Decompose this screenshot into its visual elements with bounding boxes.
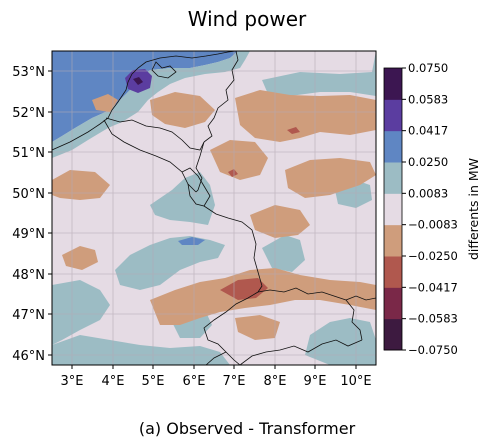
border-fr-south — [205, 351, 227, 365]
x-tick-label: 9°E — [304, 374, 327, 389]
border-lux — [181, 167, 211, 207]
colorbar-tick-label: 0.0583 — [408, 92, 448, 106]
colorbar-frame — [383, 67, 403, 351]
tan-patch-center — [210, 140, 268, 180]
dark-purple-core — [133, 77, 143, 85]
blue-small-patch-center — [178, 237, 205, 245]
colorbar-tick-label: −0.0750 — [408, 343, 458, 357]
x-tick-label: 8°E — [264, 374, 287, 389]
border-de-at — [345, 295, 376, 301]
y-tick-label: 48°N — [12, 268, 45, 283]
y-tick-label: 46°N — [12, 349, 45, 364]
colorbar-segment — [384, 68, 402, 100]
border-fr-ch — [203, 291, 259, 365]
colorbar-label: differents in MW — [466, 158, 481, 260]
x-axis: 3°E 4°E 5°E 6°E 7°E 8°E 9°E 10°E — [61, 365, 372, 389]
border-nl-de — [203, 51, 239, 143]
teal-patch-southeast — [305, 318, 376, 365]
colorbar-tick-label: −0.0250 — [408, 249, 458, 263]
colorbar-segment — [384, 287, 402, 320]
teal-patch-east-mid — [262, 235, 305, 272]
y-tick-label: 49°N — [12, 227, 45, 242]
y-tick-label: 47°N — [12, 308, 45, 323]
x-tick-label: 10°E — [340, 374, 371, 389]
teal-patch-central — [115, 236, 225, 290]
chart-title: Wind power — [188, 7, 307, 31]
colorbar-tick-label: −0.0417 — [408, 280, 458, 294]
border-nl-be — [105, 117, 205, 151]
border-be-fr — [103, 119, 197, 193]
teal-patch-belgium — [150, 172, 215, 225]
border-de-ch — [257, 287, 347, 301]
y-tick-label: 51°N — [12, 146, 45, 161]
north-sea-blue-region — [52, 51, 238, 142]
red-patch-south — [220, 278, 268, 300]
tan-patch-southeast — [235, 315, 280, 340]
y-axis: 53°N 52°N 51°N 50°N 49°N 48°N 47°N 46°N — [12, 65, 52, 364]
x-tick-label: 6°E — [183, 374, 206, 389]
colorbar-tick-label: 0.0250 — [408, 155, 448, 169]
tan-band-south — [150, 268, 376, 325]
y-tick-label: 53°N — [12, 65, 45, 80]
tan-patch-northeast — [235, 90, 376, 142]
border-ch-it — [239, 339, 363, 365]
colorbar-tick-label: −0.0583 — [408, 312, 458, 326]
tan-patch-southwest — [62, 246, 98, 270]
colorbar-segment — [384, 99, 402, 132]
colorbar-tick-label: 0.0083 — [408, 186, 448, 200]
red-patch-small-north — [287, 127, 300, 134]
plot-frame — [51, 50, 377, 366]
positive-regions — [52, 51, 376, 365]
teal-band-south — [52, 280, 110, 345]
colorbar-segment — [384, 256, 402, 288]
y-tick-label: 50°N — [12, 187, 45, 202]
figure-caption: (a) Observed - Transformer — [139, 419, 356, 438]
colorbar: 0.0750 0.0583 0.0417 0.0250 0.0083 −0.0083 −0.… — [383, 61, 458, 357]
x-tick-label: 3°E — [61, 374, 84, 389]
border-be-de-lux — [195, 141, 205, 193]
borders — [52, 51, 376, 365]
border-ch-at — [345, 299, 363, 341]
gridlines — [52, 51, 376, 365]
colorbar-tick-label: 0.0750 — [408, 61, 448, 75]
tan-patch-east-band — [285, 158, 376, 198]
colorbar-segment — [384, 224, 402, 257]
border-fr-de — [203, 205, 263, 293]
colorbar-segment — [384, 130, 402, 163]
red-patch-small-mid — [228, 169, 238, 177]
ijsselmeer — [151, 61, 177, 79]
x-tick-label: 7°E — [223, 374, 246, 389]
teal-patch-east-north — [262, 51, 376, 96]
tan-patch-mid — [250, 205, 310, 238]
teal-patch-southwest — [52, 335, 230, 365]
negative-regions — [52, 90, 376, 340]
colorbar-tick-label: −0.0083 — [408, 218, 458, 232]
x-tick-label: 5°E — [142, 374, 165, 389]
tan-patch-north-mid — [150, 92, 215, 128]
tan-patch-west — [52, 170, 110, 200]
map-area — [52, 51, 376, 365]
teal-band-coast — [52, 51, 250, 158]
colorbar-tick-label: 0.0417 — [408, 124, 448, 138]
y-tick-label: 52°N — [12, 106, 45, 121]
colorbar-segment — [384, 318, 402, 351]
x-tick-label: 4°E — [102, 374, 125, 389]
colorbar-segment — [384, 162, 402, 194]
tan-patch-northwest-coast — [92, 94, 118, 112]
colorbar-segment — [384, 193, 402, 226]
coastline — [52, 51, 237, 151]
